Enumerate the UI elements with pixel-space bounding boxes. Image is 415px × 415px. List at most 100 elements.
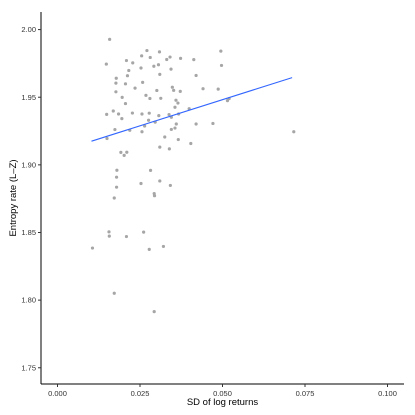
data-point [139,181,143,186]
data-point [176,101,180,105]
data-point [189,141,193,146]
data-point [127,68,131,73]
data-point [176,137,180,142]
data-point [157,50,162,54]
y-tick-label: 1.90 [21,160,36,169]
data-point [172,88,176,92]
y-tick-label: 1.95 [21,93,36,102]
x-axis-ticks: 0.000 0.025 0.050 0.075 0.100 [48,384,397,398]
x-tick-label: 0.075 [296,389,315,398]
data-point [139,66,143,70]
data-point [90,246,95,250]
data-point [152,194,157,198]
data-point [173,105,177,109]
data-point [148,168,153,172]
data-point [111,109,115,113]
data-point [140,54,144,58]
data-point [105,112,109,116]
data-point [158,72,162,76]
data-point [167,112,171,117]
trend-line [91,77,293,142]
data-point [163,135,167,139]
data-point [142,230,146,234]
data-point [211,121,215,126]
data-point [116,112,121,116]
data-point [165,57,169,62]
x-tick-label: 0.100 [378,389,397,398]
data-point [201,87,205,91]
data-point [158,179,162,183]
data-point [147,111,151,115]
y-tick-label: 1.85 [21,228,36,237]
y-tick-label: 1.75 [21,363,36,372]
trend-line-layer [91,77,293,142]
data-point [152,310,156,314]
data-point [225,99,230,103]
data-point [114,185,119,189]
data-point [123,101,128,106]
data-point [156,63,161,67]
data-point [178,89,182,94]
x-axis-title: SD of log returns [187,397,259,408]
data-point [146,118,151,122]
data-point [148,55,152,60]
x-tick-label: 0.025 [131,389,150,398]
y-axis-ticks: 1.75 1.80 1.85 1.90 1.95 2.00 [21,25,41,372]
data-point [194,122,198,126]
data-point [114,81,118,85]
data-point [216,87,220,91]
data-point [219,49,223,53]
data-point [169,67,173,71]
data-point [147,247,151,251]
data-point [157,114,161,118]
data-point [114,175,119,179]
data-point [120,116,124,121]
data-point [112,291,116,295]
data-point [194,73,198,78]
data-point [112,196,116,200]
data-point [114,90,118,94]
y-tick-label: 1.80 [21,296,36,305]
data-point [143,124,147,128]
data-point [192,58,196,62]
data-point [169,127,173,132]
y-axis-title: Entropy rate (L–Z) [8,159,19,236]
data-point [119,150,123,155]
data-point [131,61,135,65]
data-point [125,74,130,78]
data-point [108,37,112,41]
data-point [148,96,152,101]
data-point [104,62,108,66]
data-point [219,63,224,68]
data-point [130,111,135,115]
data-point [152,64,156,68]
data-point [105,136,109,141]
data-point [292,130,296,134]
data-point [124,58,129,63]
points-layer [90,37,296,314]
data-point [107,230,111,234]
data-point [161,244,166,249]
data-point [144,93,148,97]
data-point [174,122,178,126]
data-point [168,183,172,188]
data-point [140,130,144,134]
data-point [124,234,129,239]
data-point [170,85,174,89]
data-point [140,112,144,116]
data-point [125,150,129,154]
data-point [168,55,172,59]
data-point [178,56,183,61]
data-point [123,82,128,86]
data-point [133,86,137,90]
data-point [115,168,119,172]
y-tick-label: 2.00 [21,25,36,34]
data-point [120,95,124,99]
data-point [114,76,118,80]
x-tick-label: 0.050 [213,389,232,398]
data-point [174,98,178,102]
data-point [145,48,149,53]
data-point [155,88,159,93]
